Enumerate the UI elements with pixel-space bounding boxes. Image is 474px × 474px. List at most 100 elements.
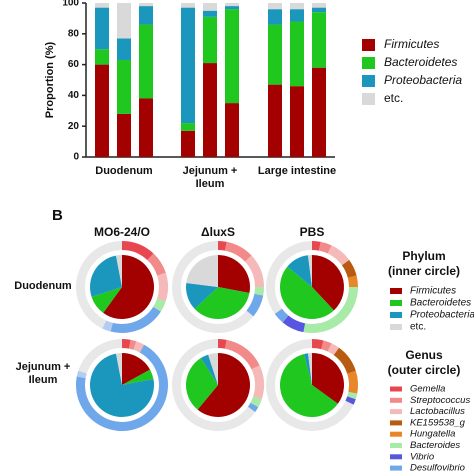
outer-segment [110,306,161,334]
outer-segment [345,396,356,405]
column-header: MO6-24/O [94,225,150,239]
outer-segment [122,241,154,261]
bar-segment [225,9,239,104]
inner-wedge [312,353,345,404]
outer-segment [318,241,332,254]
outer-segment [133,341,145,353]
inner-wedge [122,353,151,385]
legend-swatch [390,300,402,306]
outer-segment [102,320,113,332]
inner-wedge [218,255,250,293]
outer-segment [224,339,260,370]
inner-wedge [186,282,218,309]
legend-swatch [362,39,375,51]
bar-segment [139,98,153,157]
legend-title: Phylum [402,249,445,263]
bar-segment [203,63,217,158]
bar-segment [290,21,304,87]
inner-wedge [287,255,312,287]
legend-label: Bacteroidetes [384,55,457,69]
outer-segment [157,272,168,302]
outer-segment [321,340,332,352]
bar-segment [139,3,153,7]
legend-label: Streptococcus [410,395,470,406]
bar-segment [203,3,217,11]
legend-swatch [390,397,402,403]
outer-segment [76,370,87,379]
inner-wedge [200,354,218,385]
legend-swatch [390,443,402,448]
outer-segment [333,347,356,374]
bar-segment [117,3,131,39]
inner-wedge [90,353,155,417]
outer-segment [327,343,340,356]
y-tick-label: 100 [62,0,79,9]
outer-segment [303,287,358,333]
bar-segment [225,103,239,157]
row-label: Duodenum [14,280,72,292]
outer-segment [153,298,166,312]
legend-title: Genus [405,348,443,362]
outer-segment [122,339,131,349]
legend-label: Firmicutes [410,286,456,297]
outer-segment [312,241,321,251]
outer-segment [347,275,358,287]
outer-segment [128,339,137,350]
bar-segment [203,16,217,64]
legend-label: Bacteroidetes [410,298,471,309]
panel-label: B [52,207,63,224]
bar-segment [225,3,239,7]
bar-segment [312,3,326,8]
x-tick-label: Duodenum [95,165,153,177]
outer-segment [347,370,358,394]
bar-segment [139,24,153,99]
legend-label: Firmicutes [384,37,439,51]
outer-segment [282,315,306,333]
y-tick-label: 80 [68,28,80,39]
legend-label: KE159538_g [410,417,466,428]
legend-swatch [390,409,402,415]
legend-label: Gemella [410,384,445,395]
inner-wedge [194,287,250,319]
legend-swatch [390,465,402,471]
outer-segment [247,402,259,413]
outer-segment [224,241,252,262]
legend-label: Proteobacteria [410,310,474,321]
legend-label: Lactobacillus [410,406,465,417]
inner-wedge [197,353,250,417]
inner-wedge [103,255,155,319]
inner-wedge [91,287,122,313]
outer-segment [244,255,264,287]
row-label: Jejunum + Ileum [15,361,71,386]
column-header: PBS [300,225,325,239]
inner-wedge [304,353,312,385]
x-tick-label: Jejunum + Ileum [182,165,238,190]
bar-segment [312,7,326,13]
inner-wedge [307,255,312,287]
y-tick-label: 0 [73,152,79,163]
legend-swatch [390,454,402,460]
inner-wedge [122,369,154,385]
bar-segment [225,6,239,10]
inner-wedge [116,353,122,385]
legend-swatch [390,288,402,294]
column-header: ΔluxS [201,225,235,239]
legend-label: Bacteroides [410,440,460,451]
legend-label: Proteobacteria [384,73,462,87]
bar-segment [117,113,131,157]
legend-swatch [390,324,402,330]
y-tick-label: 20 [68,121,80,132]
outer-segment [312,339,324,350]
legend-swatch [390,431,402,437]
legend-swatch [362,75,375,87]
inner-wedge [280,354,338,417]
outer-segment [341,259,357,278]
legend-label: Vibrio [410,451,434,462]
outer-segment [218,339,227,349]
outer-segment [347,391,358,400]
inner-wedge [280,266,334,320]
outer-segment [147,253,166,276]
legend-label: etc. [384,91,403,105]
outer-segment [254,287,264,296]
